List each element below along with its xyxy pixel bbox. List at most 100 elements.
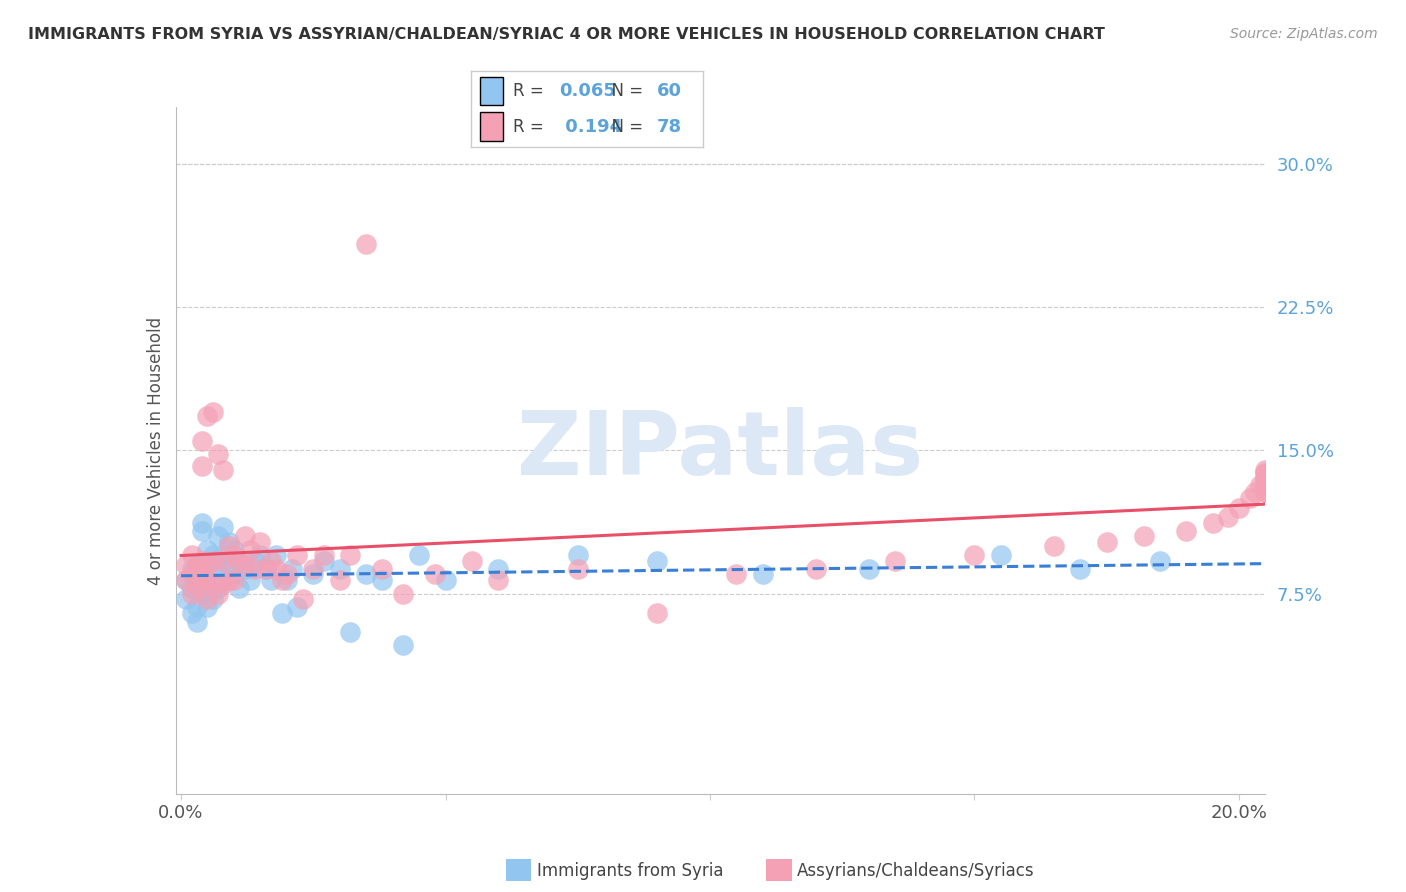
Text: N =: N = bbox=[600, 119, 648, 136]
Point bbox=[228, 554, 250, 568]
Point bbox=[191, 567, 214, 582]
Point bbox=[392, 638, 415, 652]
Text: 60: 60 bbox=[657, 82, 682, 100]
Point bbox=[222, 549, 245, 563]
Point bbox=[180, 567, 202, 582]
Point bbox=[312, 549, 335, 563]
Point bbox=[191, 458, 214, 473]
Point bbox=[176, 573, 198, 587]
Y-axis label: 4 or more Vehicles in Household: 4 or more Vehicles in Household bbox=[146, 317, 165, 584]
Point bbox=[239, 573, 262, 587]
Point bbox=[197, 409, 219, 423]
Point bbox=[243, 554, 266, 568]
Point bbox=[354, 237, 377, 252]
Text: 0.065: 0.065 bbox=[560, 82, 616, 100]
Point bbox=[1254, 467, 1277, 481]
Point bbox=[1201, 516, 1223, 530]
Point bbox=[233, 562, 256, 576]
Point bbox=[302, 567, 325, 582]
Point bbox=[207, 447, 229, 461]
Point bbox=[1254, 467, 1277, 481]
Point bbox=[1254, 478, 1277, 492]
Point bbox=[329, 573, 352, 587]
Point bbox=[287, 549, 309, 563]
Point bbox=[1254, 485, 1277, 500]
Point bbox=[180, 562, 202, 576]
Point bbox=[191, 434, 214, 448]
Text: 78: 78 bbox=[657, 119, 682, 136]
Point bbox=[222, 542, 245, 557]
Point bbox=[1254, 482, 1277, 496]
Point bbox=[176, 592, 198, 607]
Point bbox=[222, 567, 245, 582]
Point bbox=[1149, 554, 1171, 568]
Point bbox=[201, 573, 224, 587]
Point bbox=[270, 606, 292, 620]
Point bbox=[1254, 485, 1277, 500]
Point bbox=[180, 586, 202, 600]
Point bbox=[1254, 482, 1277, 496]
Point bbox=[239, 542, 262, 557]
Point bbox=[197, 542, 219, 557]
Point bbox=[260, 573, 283, 587]
Point bbox=[243, 562, 266, 576]
Point bbox=[222, 573, 245, 587]
Point bbox=[186, 558, 208, 572]
Point bbox=[176, 573, 198, 587]
Point bbox=[287, 599, 309, 614]
Point bbox=[1227, 500, 1250, 515]
Point bbox=[1239, 491, 1261, 505]
Text: ZIPatlas: ZIPatlas bbox=[517, 407, 924, 494]
Point bbox=[1243, 485, 1265, 500]
Point bbox=[212, 462, 235, 476]
Point bbox=[201, 549, 224, 563]
Point bbox=[339, 549, 361, 563]
Point bbox=[186, 562, 208, 576]
Point bbox=[228, 554, 250, 568]
Point bbox=[1254, 462, 1277, 476]
Point bbox=[197, 562, 219, 576]
Point bbox=[191, 586, 214, 600]
Point bbox=[339, 624, 361, 639]
Point bbox=[233, 529, 256, 543]
Point bbox=[276, 573, 298, 587]
Point bbox=[329, 562, 352, 576]
FancyBboxPatch shape bbox=[481, 77, 503, 105]
Point bbox=[218, 535, 240, 549]
Text: 0.194: 0.194 bbox=[560, 119, 623, 136]
Point bbox=[191, 516, 214, 530]
Point bbox=[1043, 539, 1066, 553]
Point bbox=[176, 558, 198, 572]
Point bbox=[1069, 562, 1091, 576]
Point bbox=[371, 573, 394, 587]
Point bbox=[354, 567, 377, 582]
Point bbox=[197, 558, 219, 572]
Point bbox=[207, 529, 229, 543]
Point bbox=[725, 567, 748, 582]
Point bbox=[486, 562, 509, 576]
Point bbox=[1249, 478, 1271, 492]
FancyBboxPatch shape bbox=[481, 112, 503, 141]
Point bbox=[218, 562, 240, 576]
Point bbox=[1218, 510, 1240, 524]
Point bbox=[249, 535, 271, 549]
Point bbox=[645, 606, 668, 620]
Text: Assyrians/Chaldeans/Syriacs: Assyrians/Chaldeans/Syriacs bbox=[797, 862, 1035, 880]
Point bbox=[201, 592, 224, 607]
Point bbox=[197, 573, 219, 587]
Point bbox=[186, 567, 208, 582]
Point bbox=[207, 554, 229, 568]
Point bbox=[254, 562, 277, 576]
Point bbox=[567, 549, 589, 563]
Point bbox=[186, 581, 208, 595]
Point bbox=[270, 573, 292, 587]
Point bbox=[264, 549, 287, 563]
Point bbox=[201, 554, 224, 568]
Point bbox=[207, 586, 229, 600]
Point bbox=[186, 615, 208, 630]
Point bbox=[180, 549, 202, 563]
Point bbox=[567, 562, 589, 576]
Point bbox=[281, 562, 304, 576]
Point bbox=[990, 549, 1012, 563]
Point bbox=[423, 567, 446, 582]
